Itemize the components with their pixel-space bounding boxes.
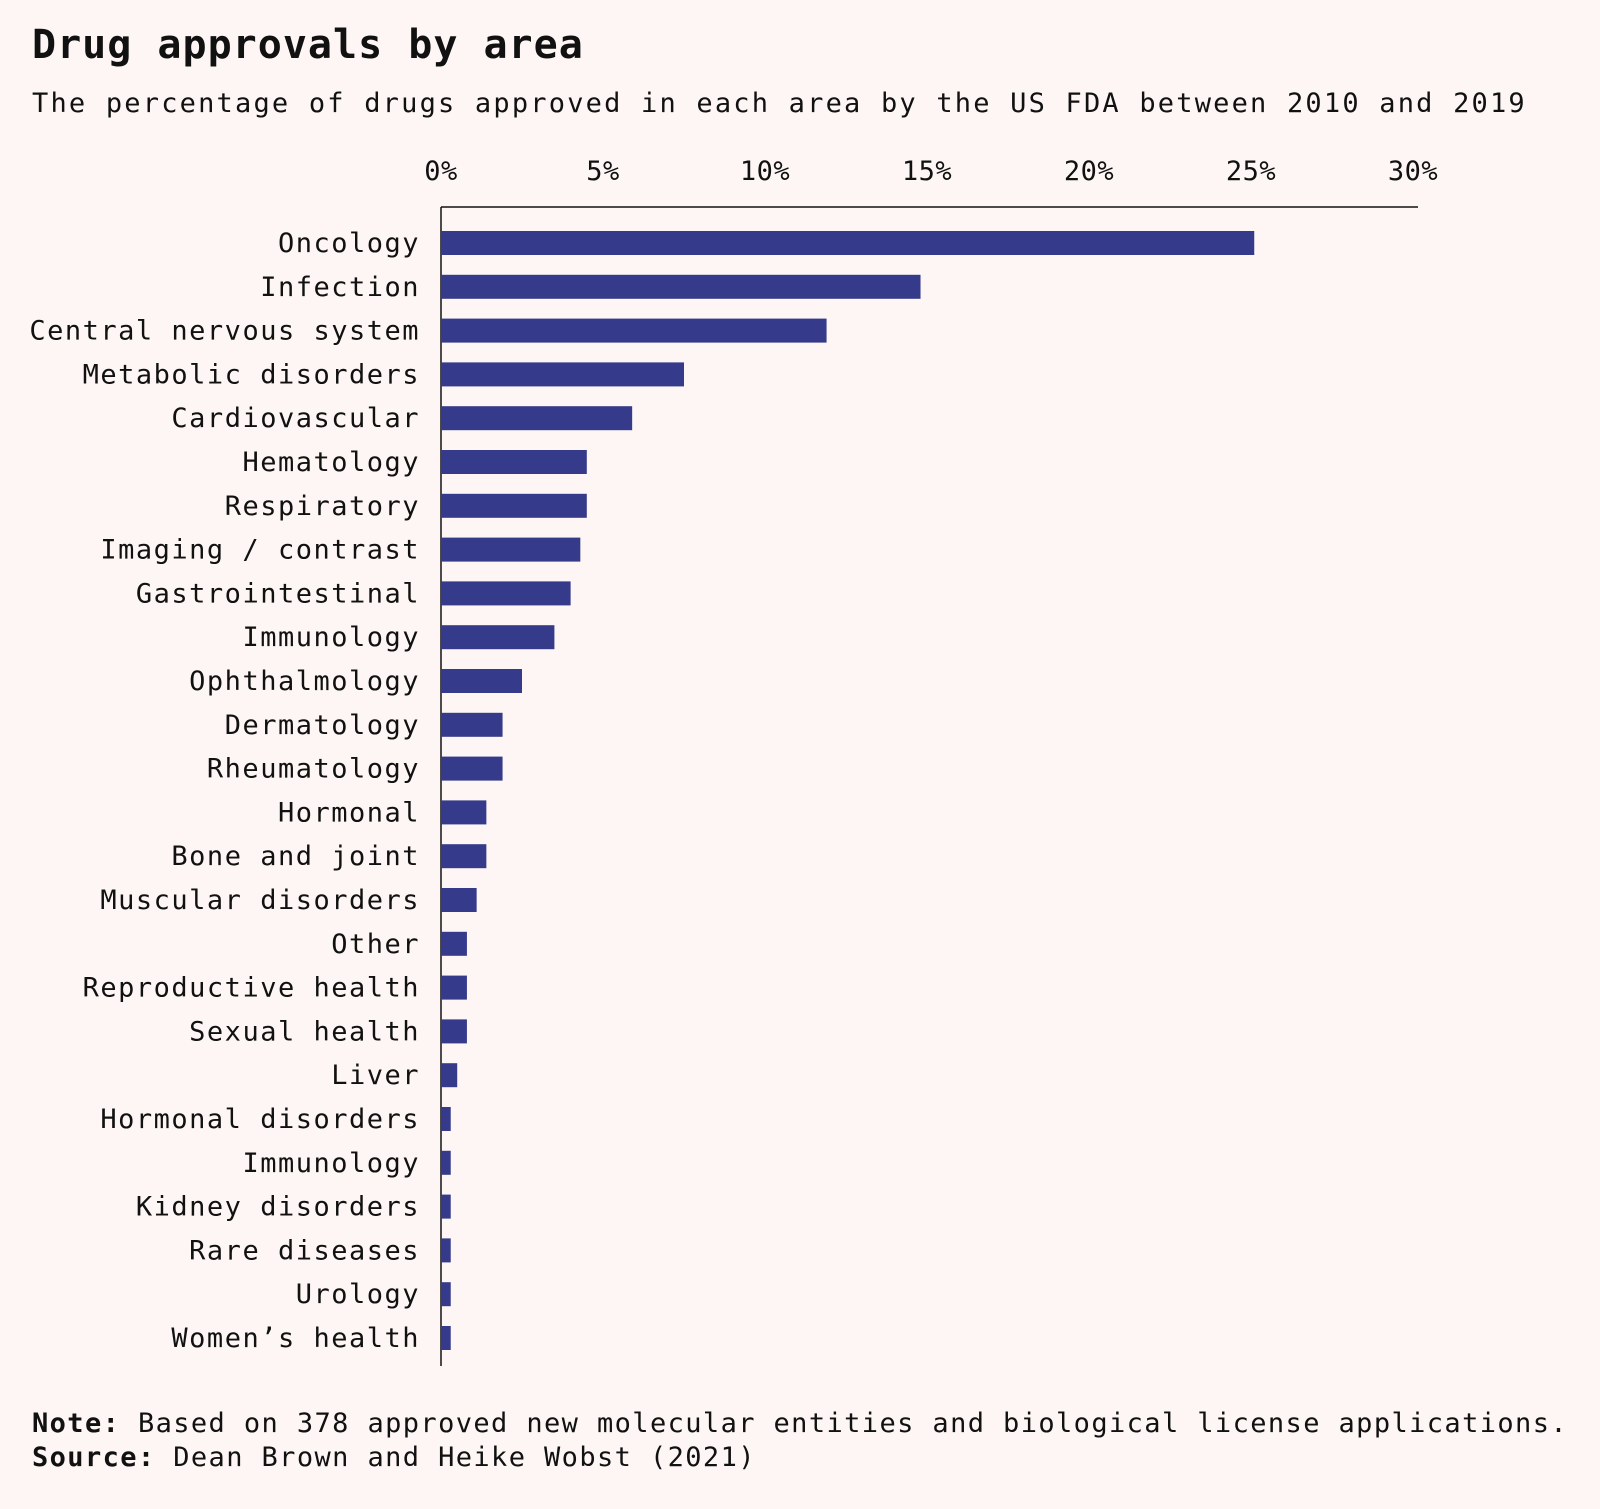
x-tick-label: 20% [1064, 156, 1114, 187]
category-label: Urology [296, 1279, 420, 1310]
category-label: Reproductive health [83, 973, 420, 1004]
bar [441, 1150, 451, 1175]
bar [441, 1063, 458, 1088]
bar [441, 362, 684, 387]
category-label: Muscular disorders [100, 885, 420, 916]
category-label: Infection [260, 272, 420, 303]
bar [441, 1019, 467, 1044]
category-label: Other [331, 929, 420, 960]
note-line: Note: Based on 378 approved new molecula… [32, 1407, 1568, 1441]
bar [441, 1194, 451, 1219]
bar [441, 888, 477, 912]
category-label: Dermatology [225, 710, 420, 741]
source-line: Source: Dean Brown and Heike Wobst (2021… [32, 1441, 1568, 1475]
category-labels: Oncology Infection Central nervous system M… [29, 228, 420, 1354]
category-label: Cardiovascular [171, 403, 420, 434]
category-label: Sexual health [189, 1016, 420, 1047]
bars [441, 231, 1255, 1350]
x-tick-label: 0% [424, 156, 458, 187]
bar [441, 800, 487, 825]
category-label: Imaging / contrast [100, 535, 420, 566]
bar [441, 581, 571, 606]
bar [441, 318, 827, 343]
category-label: Central nervous system [29, 316, 420, 347]
chart-title: Drug approvals by area [32, 22, 584, 68]
category-label: Rare diseases [189, 1235, 420, 1266]
category-label: Hematology [242, 447, 420, 478]
category-label: Metabolic disorders [83, 359, 420, 390]
bar [441, 1282, 451, 1307]
bar [441, 669, 522, 693]
x-tick-label: 10% [740, 156, 790, 187]
category-label: Hormonal disorders [100, 1104, 420, 1135]
x-tick-label: 5% [586, 156, 620, 187]
bar [441, 537, 581, 562]
note-text: Based on 378 approved new molecular enti… [137, 1408, 1569, 1439]
source-text: Dean Brown and Heike Wobst (2021) [173, 1442, 756, 1473]
bar [441, 625, 555, 650]
chart-subtitle: The percentage of drugs approved in each… [32, 88, 1527, 119]
bar [441, 844, 487, 869]
category-label: Rheumatology [207, 754, 420, 785]
bar [441, 756, 503, 781]
bar [441, 1238, 451, 1263]
category-label: Kidney disorders [136, 1192, 420, 1223]
category-label: Hormonal [278, 797, 420, 828]
footer: Note: Based on 378 approved new molecula… [32, 1407, 1568, 1475]
source-label: Source: [32, 1442, 156, 1473]
category-label: Respiratory [225, 491, 420, 522]
note-label: Note: [32, 1408, 121, 1439]
category-label: Liver [331, 1060, 420, 1091]
category-label: Women’s health [171, 1323, 420, 1354]
bar [441, 450, 587, 474]
bar [441, 274, 921, 299]
category-label: Immunology [242, 1148, 420, 1179]
category-label: Immunology [242, 622, 420, 653]
x-tick-label: 30% [1388, 156, 1438, 187]
category-label: Ophthalmology [189, 666, 420, 697]
bar-chart: 0% 5% 10% 15% 20% 25% 30% Oncology Infection Cen… [29, 156, 1438, 1366]
x-axis-ticks: 0% 5% 10% 15% 20% 25% 30% [424, 156, 1438, 187]
bar [441, 1107, 451, 1131]
x-tick-label: 25% [1226, 156, 1276, 187]
category-label: Bone and joint [171, 841, 420, 872]
category-label: Oncology [278, 228, 420, 259]
category-label: Gastrointestinal [136, 578, 420, 609]
bar [441, 975, 467, 1000]
bar [441, 493, 587, 518]
bar [441, 231, 1255, 255]
bar [441, 406, 633, 431]
bar [441, 931, 467, 956]
bar [441, 1326, 451, 1350]
x-tick-label: 15% [902, 156, 952, 187]
bar [441, 712, 503, 737]
